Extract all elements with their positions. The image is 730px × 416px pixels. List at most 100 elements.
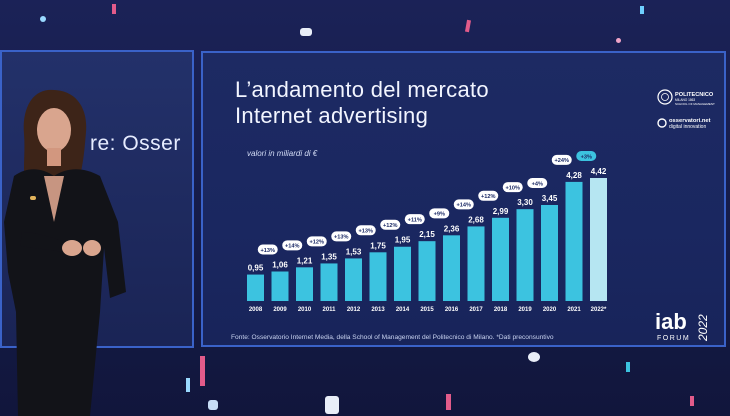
growth-label: +12% <box>481 194 495 200</box>
value-label: 2,36 <box>444 224 460 233</box>
confetti-dot <box>40 16 46 22</box>
value-label: 2,68 <box>468 215 484 224</box>
iab-forum-logo: iab FORUM 2022 <box>655 309 710 342</box>
growth-label: +13% <box>261 248 275 254</box>
x-tick-label: 2019 <box>518 307 532 313</box>
confetti-tube <box>325 396 339 414</box>
x-tick-label: 2013 <box>371 307 385 313</box>
confetti-stick <box>200 356 205 386</box>
slide-screen: L’andamento del mercato Internet adverti… <box>201 51 726 347</box>
value-label: 4,42 <box>591 167 607 176</box>
x-tick-label: 2015 <box>420 307 434 313</box>
growth-label: +14% <box>457 203 471 209</box>
x-tick-label: 2017 <box>469 307 483 313</box>
growth-bubble <box>502 182 523 193</box>
bar-2013 <box>369 252 387 301</box>
growth-bubble <box>404 214 425 225</box>
x-tick-label: 2020 <box>543 307 557 313</box>
x-tick-label: 2018 <box>494 307 508 313</box>
growth-label: +14% <box>285 244 299 250</box>
growth-label: +10% <box>506 185 520 191</box>
bar-2022* <box>590 178 607 301</box>
revenue-bar-chart: 0,95 2008 1,06 2009 1,21 2010 1,35 2011 1,53 2012… <box>247 151 607 313</box>
growth-label: +13% <box>359 229 373 235</box>
growth-bubble <box>551 154 572 165</box>
bar-2015 <box>418 241 436 301</box>
bar-2011 <box>320 263 338 301</box>
value-label: 1,75 <box>370 241 386 250</box>
growth-bubble <box>380 219 401 230</box>
x-tick-label: 2010 <box>298 307 312 313</box>
value-label: 2,15 <box>419 230 435 239</box>
bar-2009 <box>271 271 289 301</box>
growth-bubble <box>282 240 303 251</box>
iab-forum-text: FORUM <box>657 335 690 342</box>
confetti-tube <box>208 400 218 410</box>
bar-2016 <box>443 235 460 301</box>
osservatori-logo-text: osservatori.net <box>669 118 711 124</box>
bar-2010 <box>296 267 313 301</box>
politecnico-logo-sub1: MILANO 1863 <box>675 98 695 102</box>
bar-2017 <box>467 226 485 301</box>
bar-2021 <box>565 181 583 301</box>
value-label: 1,53 <box>346 247 362 256</box>
bar-2020 <box>541 205 558 301</box>
growth-label: +24% <box>555 158 569 164</box>
politecnico-logo-sub2: SCHOOL OF MANAGEMENT <box>675 102 715 106</box>
slide-title: L’andamento del mercato Internet adverti… <box>235 77 489 128</box>
value-label: 0,95 <box>248 264 264 273</box>
growth-bubble <box>429 208 450 219</box>
presenter-figure <box>4 89 126 416</box>
growth-label: +12% <box>310 240 324 246</box>
confetti-dot <box>528 352 540 362</box>
politecnico-logo-text: POLITECNICO <box>675 92 714 98</box>
confetti-stick <box>446 394 451 410</box>
bar-2019 <box>516 209 534 301</box>
x-tick-label: 2012 <box>347 307 361 313</box>
politecnico-logo: POLITECNICO MILANO 1863 SCHOOL OF MANAGE… <box>657 89 715 106</box>
value-label: 4,28 <box>566 171 582 180</box>
x-tick-label: 2022* <box>591 307 607 313</box>
confetti-stick <box>112 4 116 14</box>
left-screen-text: re: Osser <box>90 132 181 155</box>
osservatori-logo: osservatori.net digital innovation <box>657 118 711 130</box>
growth-label: +13% <box>334 235 348 241</box>
growth-bubble <box>331 231 352 242</box>
growth-label: +12% <box>383 223 397 229</box>
growth-label: +4% <box>532 181 543 187</box>
confetti-stick <box>626 362 630 372</box>
value-label: 3,45 <box>542 194 558 203</box>
bar-2008 <box>247 274 264 301</box>
x-tick-label: 2011 <box>322 307 336 313</box>
growth-bubble <box>257 244 278 255</box>
confetti-stick <box>690 396 694 406</box>
confetti-dot <box>616 38 621 43</box>
source-note: Fonte: Osservatorio Internet Media, dell… <box>231 334 554 341</box>
value-label: 1,35 <box>321 252 337 261</box>
value-label: 3,30 <box>517 198 533 207</box>
x-tick-label: 2009 <box>273 307 287 313</box>
value-label: 1,06 <box>272 261 288 270</box>
x-tick-label: 2014 <box>396 307 410 313</box>
x-tick-label: 2008 <box>249 307 263 313</box>
x-tick-label: 2016 <box>445 307 459 313</box>
value-label: 2,99 <box>493 207 509 216</box>
iab-year-text: 2022 <box>696 314 710 342</box>
x-tick-label: 2021 <box>567 307 581 313</box>
confetti-tube <box>300 28 312 36</box>
growth-label: +9% <box>434 212 445 218</box>
growth-bubble <box>576 151 597 162</box>
confetti-stick <box>186 378 190 392</box>
growth-bubble <box>306 236 327 247</box>
growth-bubble <box>453 199 474 210</box>
confetti-stick <box>640 6 644 14</box>
growth-bubble <box>355 225 376 236</box>
growth-label: +3% <box>581 154 592 160</box>
growth-bubble <box>478 190 499 201</box>
iab-logo-text: iab <box>655 309 687 334</box>
growth-label: +11% <box>408 217 422 223</box>
value-label: 1,95 <box>395 236 411 245</box>
bar-2014 <box>394 246 411 301</box>
bar-2018 <box>492 217 509 301</box>
bar-2012 <box>345 258 362 301</box>
